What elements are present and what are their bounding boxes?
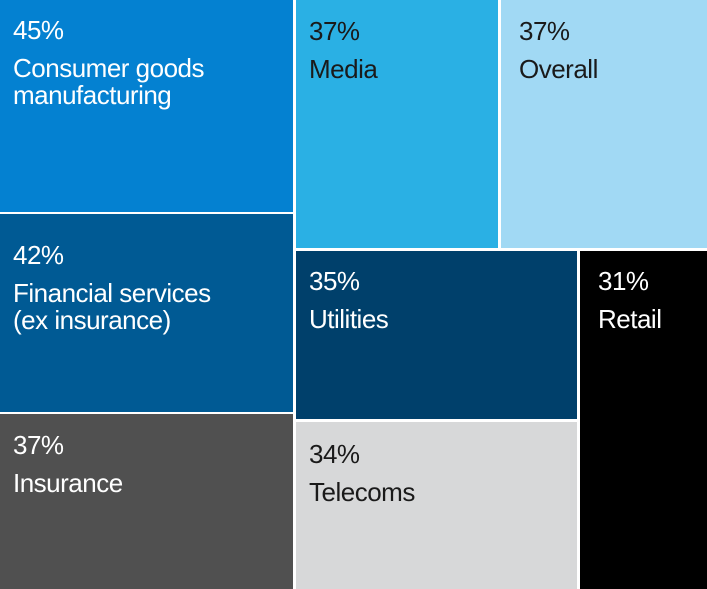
tile-value-label: 35% <box>309 266 360 296</box>
tile-value-label: 37% <box>309 16 360 46</box>
tile-category-label: Overall <box>519 54 598 84</box>
tile-consumer-goods-manufacturing: 45% Consumer goods manufacturing <box>0 0 293 212</box>
tile-overall: 37% Overall <box>501 0 707 248</box>
tile-value-label: 45% <box>13 15 64 45</box>
tile-financial-services-ex-insurance: 42% Financial services (ex insurance) <box>0 214 293 412</box>
tile-value-label: 34% <box>309 439 360 469</box>
tile-media: 37% Media <box>296 0 498 248</box>
tile-category-label: Retail <box>598 304 662 334</box>
tile-category-label: Telecoms <box>309 477 415 507</box>
tile-category-label: Media <box>309 54 378 84</box>
tile-category-label: Utilities <box>309 304 389 334</box>
tile-value-label: 37% <box>13 430 64 460</box>
tile-category-label: Insurance <box>13 468 123 498</box>
tile-value-label: 31% <box>598 266 649 296</box>
tile-retail: 31% Retail <box>580 251 707 589</box>
tile-value-label: 37% <box>519 16 570 46</box>
tile-utilities: 35% Utilities <box>296 251 577 419</box>
tile-insurance: 37% Insurance <box>0 414 293 589</box>
tile-telecoms: 34% Telecoms <box>296 422 577 589</box>
tile-value-label: 42% <box>13 240 64 270</box>
tile-category-label: Consumer goods manufacturing <box>13 53 205 110</box>
tile-category-label: Financial services (ex insurance) <box>13 278 211 335</box>
